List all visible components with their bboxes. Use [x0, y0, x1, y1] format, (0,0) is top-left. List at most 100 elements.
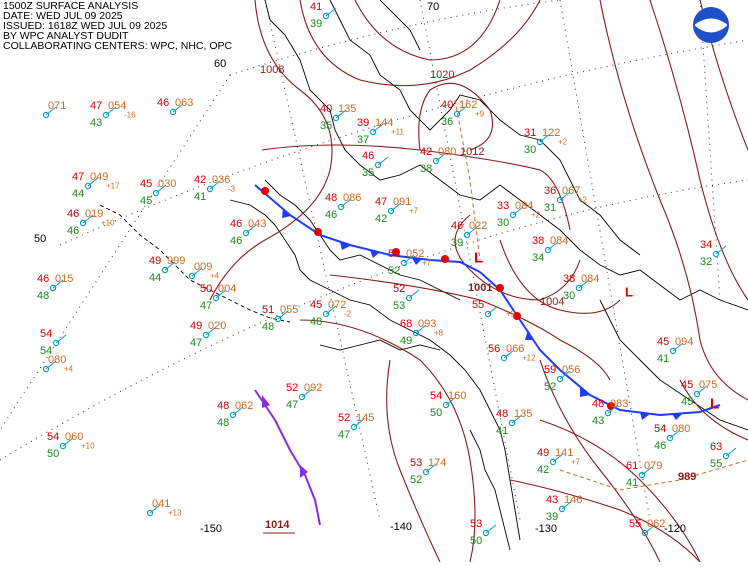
isobar — [679, 379, 748, 441]
wind-barb — [325, 305, 337, 315]
station: 49 999 44 — [149, 255, 185, 284]
temperature: 54 — [430, 390, 442, 402]
station-circle — [544, 246, 552, 254]
isobar — [649, 0, 748, 301]
station-circle — [669, 347, 677, 355]
temperature: 51 — [262, 304, 274, 316]
pressure: 084 — [515, 200, 533, 212]
pressure: 066 — [506, 343, 524, 355]
pressure-tendency: +17 — [106, 182, 120, 191]
dewpoint: 45 — [140, 195, 152, 207]
station: 50 004 47 — [200, 283, 236, 312]
pressure: 080 — [48, 354, 66, 366]
temperature: 55 — [472, 299, 484, 311]
grid-line — [419, 0, 521, 521]
coastline — [469, 429, 511, 551]
wind-barb — [390, 202, 402, 212]
front-symbol — [261, 187, 269, 195]
front-symbol — [672, 414, 682, 420]
temperature: 46 — [362, 150, 374, 162]
station: 48 062 48 — [217, 400, 253, 429]
pressure: 086 — [343, 192, 361, 204]
wind-barb — [205, 326, 217, 336]
station-circle — [202, 331, 210, 339]
dewpoint: 41 — [496, 425, 508, 437]
temperature: 53 — [410, 457, 422, 469]
temperature: 38 — [563, 273, 575, 285]
header-line: BY WPC ANALYST DUDIT — [3, 30, 129, 42]
isobar-label: 1012 — [460, 146, 484, 158]
wind-barb — [149, 504, 161, 514]
wind-barb — [353, 418, 365, 428]
station: 46 015 48 — [37, 273, 73, 302]
dewpoint: 42 — [537, 464, 549, 476]
dewpoint: 35 — [362, 167, 374, 179]
station-circle — [666, 434, 674, 442]
pressure-tendency: +4 — [64, 365, 74, 374]
pressure-tendency: +2 — [531, 211, 541, 220]
isobar-label: 1008 — [260, 64, 284, 76]
pressure: 071 — [48, 100, 66, 112]
temperature: 48 — [592, 398, 604, 410]
dewpoint: 35 — [320, 120, 332, 132]
graticule — [0, 0, 748, 521]
station-circle — [332, 114, 340, 122]
station: 55 062 — [629, 518, 665, 537]
station-circle — [161, 266, 169, 274]
pressure: 036 — [212, 174, 230, 186]
dewpoint: 45 — [681, 396, 693, 408]
pressure: 062 — [235, 400, 253, 412]
wind-barb — [547, 241, 559, 251]
temperature: 59 — [544, 364, 556, 376]
pressure: 144 — [375, 117, 393, 129]
station: 38 084 34 — [532, 235, 568, 264]
dewpoint: 47 — [190, 337, 202, 349]
station: 33 084 30 +2 — [497, 200, 541, 229]
wind-barb — [408, 289, 420, 299]
station: 49 020 47 — [190, 320, 226, 349]
dewpoint: 31 — [544, 202, 556, 214]
wind-barb — [325, 7, 337, 17]
coastline — [319, 339, 441, 351]
station: 53 174 52 — [410, 457, 446, 486]
dewpoint: 39 — [451, 237, 463, 249]
wind-barb — [82, 214, 94, 224]
header-line: DATE: WED JUL 09 2025 — [3, 10, 123, 22]
coastline — [264, 0, 748, 311]
coastline — [599, 299, 748, 431]
pressure: 019 — [85, 208, 103, 220]
wind-barb — [232, 406, 244, 416]
wind-barb — [172, 103, 184, 113]
wind-barb — [503, 349, 515, 359]
station: 47 049 44 +17 — [72, 171, 120, 200]
wind-barb — [696, 385, 708, 395]
lat-label: 70 — [427, 1, 439, 13]
lon-label: -120 — [664, 523, 686, 535]
dewpoint: 48 — [310, 316, 322, 328]
temperature: 49 — [190, 320, 202, 332]
pressure: 084 — [550, 235, 568, 247]
pressure-tendency: -2 — [344, 310, 352, 319]
dewpoint: 41 — [626, 477, 638, 489]
temperature: 36 — [544, 185, 556, 197]
dewpoint: 41 — [194, 191, 206, 203]
pressure: 004 — [218, 283, 236, 295]
station-circle — [146, 509, 154, 517]
station: 46 022 39 — [451, 220, 487, 249]
fronts — [254, 184, 721, 526]
station: 40 162 36 +9 — [441, 99, 485, 128]
station-circle — [350, 423, 358, 431]
pressure: 084 — [581, 273, 599, 285]
dewpoint: 38 — [420, 163, 432, 175]
temperature: 49 — [149, 255, 161, 267]
wind-barb — [552, 453, 564, 463]
trough — [559, 459, 748, 491]
pressure-tendency: -16 — [124, 111, 136, 120]
station: 45 094 41 — [657, 336, 693, 365]
isobar — [299, 0, 541, 87]
pressure: 030 — [158, 178, 176, 190]
pressure: 080 — [438, 146, 456, 158]
dewpoint: 55 — [710, 458, 722, 470]
